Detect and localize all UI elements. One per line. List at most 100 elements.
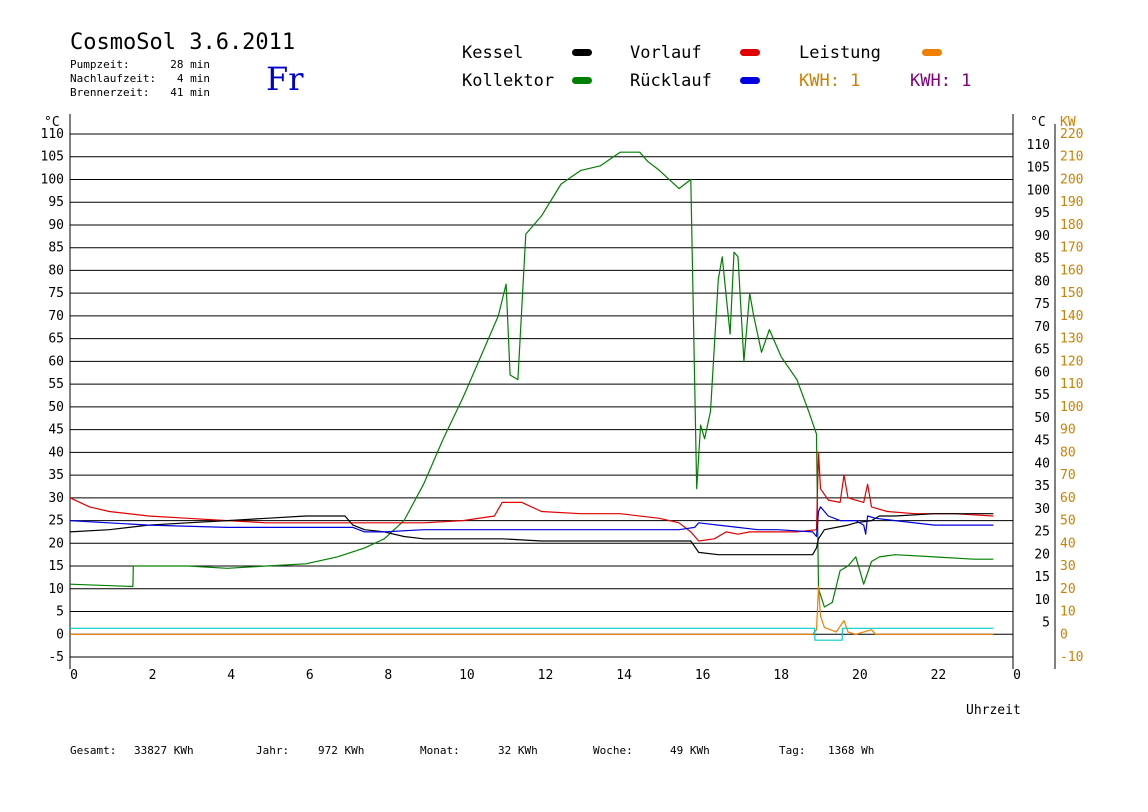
y-tick-label: 105 <box>41 150 64 165</box>
y2-tick-label: 110 <box>1060 377 1083 392</box>
y-tick-label: 75 <box>48 286 64 301</box>
y2-tick-label: 70 <box>1060 468 1076 483</box>
legend-ruecklauf-swatch <box>740 77 760 84</box>
footer-monat-label: Monat: <box>420 744 460 757</box>
x-tick-label: 2 <box>149 668 157 683</box>
y-tick-label: 40 <box>48 445 64 460</box>
y-tick-label: 100 <box>41 172 64 187</box>
x-tick-label: 6 <box>306 668 314 683</box>
y-tick-label-right: 75 <box>1034 297 1050 312</box>
y2-tick-label: 100 <box>1060 400 1083 415</box>
legend-ruecklauf-label: Rücklauf <box>630 71 712 91</box>
series-line-kollektor <box>69 151 994 608</box>
y2-tick-label: 120 <box>1060 354 1083 369</box>
app-title: CosmoSol 3.6.2011 <box>70 30 296 55</box>
footer-monat-value: 32 KWh <box>498 744 538 757</box>
info-value: 41 min <box>170 86 210 99</box>
footer-tag-value: 1368 Wh <box>828 744 875 757</box>
info-value: 4 min <box>176 72 210 85</box>
y-tick-label: 85 <box>48 241 64 256</box>
series-line-kessel <box>69 513 994 556</box>
y-tick-label: 45 <box>48 423 64 438</box>
x-tick-label: 0 <box>70 668 78 683</box>
y-tick-label: 60 <box>48 354 64 369</box>
legend-vorlauf-swatch <box>740 49 760 56</box>
footer-tag-label: Tag: <box>779 744 806 757</box>
y-tick-label-right: 50 <box>1034 411 1050 426</box>
y2-tick-label: 30 <box>1060 559 1076 574</box>
x-tick-label: 16 <box>695 668 711 683</box>
y-tick-label: 5 <box>56 605 64 620</box>
footer-woche-value: 49 KWh <box>670 744 710 757</box>
y-tick-label-right: 100 <box>1027 183 1050 198</box>
y2-tick-label: 180 <box>1060 218 1083 233</box>
y2-tick-label: 190 <box>1060 195 1083 210</box>
y-tick-label: 20 <box>48 536 64 551</box>
y-tick-label: -5 <box>48 650 64 665</box>
y2-tick-label: 140 <box>1060 309 1083 324</box>
y-tick-label: 90 <box>48 218 64 233</box>
y2-tick-label: 210 <box>1060 150 1083 165</box>
y-tick-label-right: 35 <box>1034 479 1050 494</box>
y2-tick-label: 60 <box>1060 491 1076 506</box>
y-tick-label-right: 40 <box>1034 456 1050 471</box>
y2-tick-label: 20 <box>1060 582 1076 597</box>
y-tick-label: 80 <box>48 263 64 278</box>
legend-leistung-swatch <box>922 49 942 56</box>
info-label: Nachlaufzeit: <box>70 72 157 85</box>
footer-jahr-value: 972 KWh <box>318 744 365 757</box>
y-tick-label-right: 65 <box>1034 343 1050 358</box>
y-tick-label-right: 45 <box>1034 434 1050 449</box>
y-tick-label-right: 15 <box>1034 570 1050 585</box>
legend-vorlauf-label: Vorlauf <box>630 43 702 63</box>
y2-tick-label: 10 <box>1060 605 1076 620</box>
y-axis-unit-right: °C <box>1030 115 1046 130</box>
legend-kwh-purple: KWH: 1 <box>910 71 972 91</box>
footer-woche-label: Woche: <box>593 744 633 757</box>
y2-tick-label: 130 <box>1060 332 1083 347</box>
y-tick-label-right: 20 <box>1034 547 1050 562</box>
x-tick-label: 20 <box>852 668 868 683</box>
y-tick-label-right: 90 <box>1034 229 1050 244</box>
y-tick-label: 55 <box>48 377 64 392</box>
legend-kessel-label: Kessel <box>462 43 524 63</box>
info-value: 28 min <box>170 58 210 71</box>
y2-tick-label: 150 <box>1060 286 1083 301</box>
y-axis-unit-left: °C <box>44 115 60 130</box>
y-tick-label-right: 10 <box>1034 593 1050 608</box>
y-tick-label: 15 <box>48 559 64 574</box>
y2-tick-label: 160 <box>1060 263 1083 278</box>
info-row-pumpzeit: Pumpzeit: 28 min <box>70 58 210 72</box>
legend-kollektor-swatch <box>572 77 592 84</box>
y-tick-label: 65 <box>48 332 64 347</box>
info-row-brennerzeit: Brennerzeit: 41 min <box>70 86 210 100</box>
y-tick-label-right: 70 <box>1034 320 1050 335</box>
y2-axis-unit: KW <box>1060 115 1076 130</box>
legend-kessel-swatch <box>572 49 592 56</box>
y-tick-label-right: 30 <box>1034 502 1050 517</box>
x-tick-label: 22 <box>931 668 947 683</box>
y-tick-label-right: 80 <box>1034 274 1050 289</box>
y-tick-label: 95 <box>48 195 64 210</box>
series-line-rcklauf <box>69 506 994 538</box>
y2-tick-label: 200 <box>1060 172 1083 187</box>
y-tick-label: 30 <box>48 491 64 506</box>
x-tick-label: 12 <box>538 668 554 683</box>
x-tick-label: 18 <box>773 668 789 683</box>
y-tick-label: 50 <box>48 400 64 415</box>
y-tick-label-right: 85 <box>1034 252 1050 267</box>
y2-tick-label: 50 <box>1060 514 1076 529</box>
y2-tick-label: 170 <box>1060 241 1083 256</box>
footer-jahr-label: Jahr: <box>256 744 290 757</box>
y-tick-label: 25 <box>48 514 64 529</box>
x-tick-label: 0 <box>1013 668 1021 683</box>
y-tick-label: 10 <box>48 582 64 597</box>
x-tick-label: 10 <box>459 668 475 683</box>
info-row-nachlaufzeit: Nachlaufzeit: 4 min <box>70 72 210 86</box>
info-label: Brennerzeit: <box>70 86 150 99</box>
y-tick-label-right: 5 <box>1042 616 1050 631</box>
y2-tick-label: -10 <box>1060 650 1083 665</box>
series-line-vorlauf <box>69 451 994 542</box>
y2-tick-label: 220 <box>1060 127 1083 142</box>
